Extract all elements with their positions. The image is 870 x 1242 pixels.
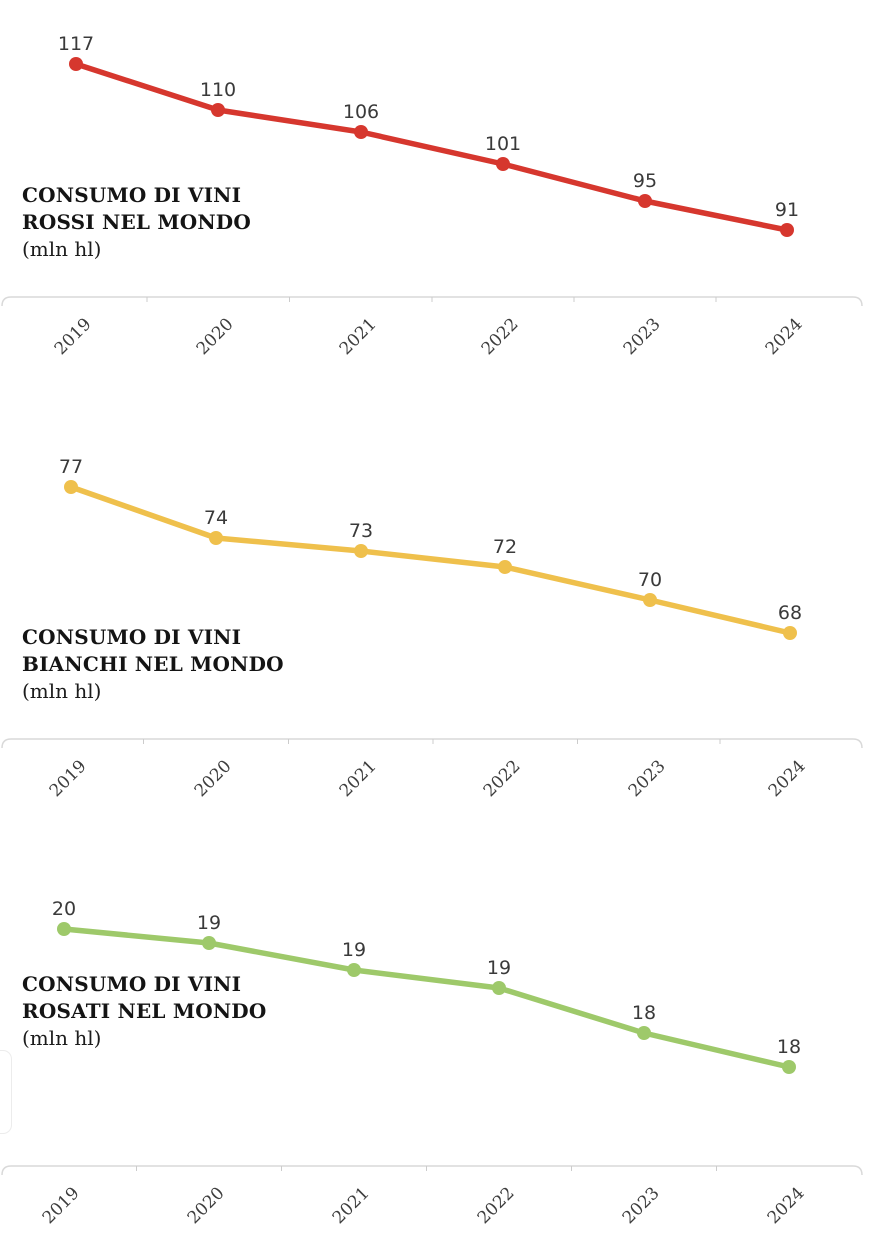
value-label: 70 <box>638 569 662 591</box>
year-label: 2022 <box>480 756 525 801</box>
value-label: 101 <box>485 133 521 155</box>
year-label: 2024 <box>762 314 807 359</box>
data-point <box>638 194 652 208</box>
value-label: 117 <box>58 33 94 55</box>
year-label: 2019 <box>39 1183 84 1228</box>
value-label: 95 <box>633 170 657 192</box>
year-label: 2019 <box>51 314 96 359</box>
value-label: 18 <box>632 1002 656 1024</box>
data-point <box>64 480 78 494</box>
data-point <box>783 626 797 640</box>
year-label: 2021 <box>336 756 381 801</box>
value-label: 110 <box>200 79 236 101</box>
value-label: 68 <box>778 602 802 624</box>
year-label: 2022 <box>478 314 523 359</box>
series-line <box>68 484 793 636</box>
series-line <box>73 61 790 233</box>
chart-title-line: CONSUMO DI VINI <box>22 972 242 996</box>
year-label: 2023 <box>619 1183 664 1228</box>
data-point <box>492 981 506 995</box>
data-point <box>354 125 368 139</box>
data-point <box>496 157 510 171</box>
year-label: 2021 <box>336 314 381 359</box>
value-label: 19 <box>487 957 511 979</box>
chart-unit-label: (mln hl) <box>22 1026 102 1050</box>
x-axis-line <box>1 738 863 749</box>
chart-title-bianchi: CONSUMO DI VINI BIANCHI NEL MONDO (mln h… <box>22 624 284 705</box>
chart-title-line: CONSUMO DI VINI <box>22 625 242 649</box>
chart-title-line: ROSATI NEL MONDO <box>22 999 267 1023</box>
x-axis-line <box>1 1165 863 1176</box>
value-label: 18 <box>777 1036 801 1058</box>
chart-unit-label: (mln hl) <box>22 237 102 261</box>
chart-unit-label: (mln hl) <box>22 679 102 703</box>
value-label: 77 <box>59 456 83 478</box>
data-point <box>782 1060 796 1074</box>
chart-title-line: CONSUMO DI VINI <box>22 183 242 207</box>
year-label: 2019 <box>46 756 91 801</box>
data-point <box>354 544 368 558</box>
chart-title-rossi: CONSUMO DI VINI ROSSI NEL MONDO (mln hl) <box>22 182 251 263</box>
year-label: 2020 <box>184 1183 229 1228</box>
year-label: 2020 <box>193 314 238 359</box>
year-label: 2022 <box>474 1183 519 1228</box>
data-point <box>637 1026 651 1040</box>
data-point <box>57 922 71 936</box>
data-point <box>211 103 225 117</box>
year-label: 2021 <box>329 1183 374 1228</box>
chart-title-line: BIANCHI NEL MONDO <box>22 652 284 676</box>
screenshot-edge-artifact <box>0 1050 12 1134</box>
year-label: 2023 <box>625 756 670 801</box>
data-point <box>347 963 361 977</box>
value-label: 72 <box>493 536 517 558</box>
value-label: 19 <box>197 912 221 934</box>
year-label: 2024 <box>764 1183 809 1228</box>
data-point <box>498 560 512 574</box>
data-point <box>69 57 83 71</box>
chart-title-line: ROSSI NEL MONDO <box>22 210 251 234</box>
value-label: 74 <box>204 507 228 529</box>
year-label: 2020 <box>191 756 236 801</box>
value-label: 106 <box>343 101 379 123</box>
data-point <box>202 936 216 950</box>
data-point <box>780 223 794 237</box>
value-label: 20 <box>52 898 76 920</box>
value-label: 91 <box>775 199 799 221</box>
value-label: 19 <box>342 939 366 961</box>
series-line <box>61 926 792 1070</box>
value-label: 73 <box>349 520 373 542</box>
year-label: 2024 <box>765 756 810 801</box>
data-point <box>643 593 657 607</box>
chart-title-rosati: CONSUMO DI VINI ROSATI NEL MONDO (mln hl… <box>22 971 266 1052</box>
year-label: 2023 <box>620 314 665 359</box>
data-point <box>209 531 223 545</box>
